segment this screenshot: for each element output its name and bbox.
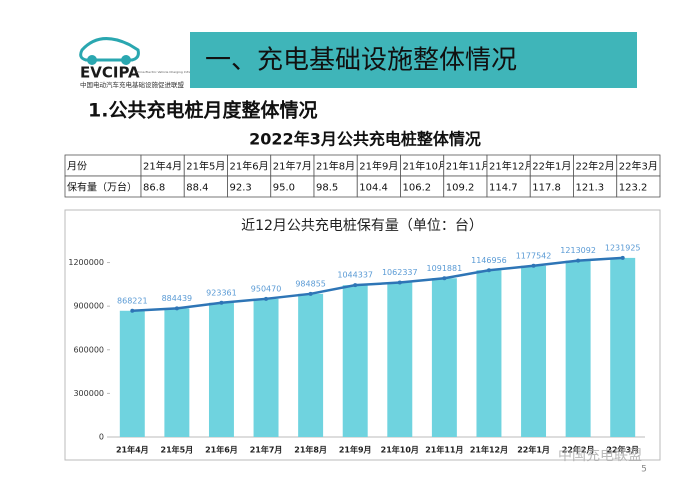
- chart: 0 300000 600000 900000 1200000 21年4月 21年5月 21年6…: [68, 243, 645, 455]
- data-label: 1177542: [516, 251, 552, 260]
- x-tick-label: 21年8月: [294, 445, 327, 455]
- data-label: 1213092: [560, 246, 596, 255]
- x-tick-label: 21年10月: [381, 445, 419, 455]
- logo-wheel: [87, 55, 97, 65]
- table-header-cell: 22年3月: [619, 160, 658, 173]
- data-label: 984855: [295, 279, 326, 288]
- data-label: 1231925: [605, 243, 641, 252]
- table-cell-text: 106.2: [403, 183, 432, 194]
- table-cell-text: 109.2: [446, 183, 475, 194]
- x-tick-label: 21年9月: [339, 445, 372, 455]
- table-cell-text: 104.4: [359, 183, 388, 194]
- line-point: [264, 296, 269, 301]
- table-cell-text: 95.0: [273, 183, 295, 194]
- logo-text: EVCIPA: [80, 64, 140, 82]
- section-title: 1.公共充电桩月度整体情况: [88, 99, 317, 122]
- x-tick-label: 22年3月: [606, 445, 639, 455]
- trend-line: [132, 256, 623, 313]
- table-header-cell: 月份: [67, 161, 87, 173]
- chart-title: 近12月公共充电桩保有量（单位：台）: [241, 217, 483, 234]
- table-cell-text: 123.2: [619, 183, 648, 194]
- logo-car: [79, 37, 140, 62]
- table-header-cell: 21年10月: [403, 160, 448, 173]
- y-tick-label: 600000: [73, 345, 104, 354]
- table-cell-text: 121.3: [576, 183, 605, 194]
- bar: [298, 293, 324, 437]
- x-tick-label: 21年11月: [425, 445, 463, 455]
- data-label: 868221: [117, 296, 148, 305]
- bar: [521, 265, 547, 437]
- table-cell-text: 86.8: [143, 183, 165, 194]
- x-tick-label: 21年12月: [470, 445, 508, 455]
- table-title: 2022年3月公共充电桩整体情况: [249, 130, 481, 149]
- bar: [565, 260, 591, 437]
- line-point: [397, 280, 402, 285]
- table-header-cell: 21年12月: [489, 160, 534, 173]
- data-label: 950470: [251, 284, 282, 293]
- table-header-cell: 21年5月: [186, 160, 225, 173]
- line-point: [442, 276, 447, 281]
- bar: [342, 285, 368, 437]
- x-tick-label: 21年4月: [116, 445, 149, 455]
- table-header-cell: 21年7月: [273, 160, 312, 173]
- table-header-cell: 22年1月: [532, 160, 571, 173]
- x-tick-label: 22年2月: [562, 445, 595, 455]
- table-cell: [616, 175, 661, 198]
- bar: [208, 302, 234, 437]
- line-point: [576, 258, 581, 263]
- bar: [164, 308, 190, 437]
- data-label: 923361: [206, 288, 237, 297]
- logo-wheel: [121, 55, 131, 65]
- table-cell-text: 117.8: [532, 183, 561, 194]
- table-header-cell: 22年2月: [576, 160, 615, 173]
- line-point: [130, 308, 135, 313]
- bar: [119, 310, 145, 437]
- table-cell-text: 保有量（万台）: [67, 181, 137, 194]
- logo: [79, 37, 140, 65]
- data-label: 1091881: [427, 264, 463, 273]
- title-banner: [190, 32, 637, 88]
- page-number: 5: [641, 465, 647, 475]
- bar: [253, 298, 279, 437]
- x-tick-label: 22年1月: [517, 445, 550, 455]
- y-tick-label: 0: [99, 433, 104, 442]
- table: 月份 21年4月 21年5月 21年6月 21年7月 21年8月 21年9月 21年10月21…: [64, 154, 661, 198]
- y-tick-label: 300000: [73, 389, 104, 398]
- bar: [387, 282, 413, 437]
- bar: [431, 278, 457, 437]
- data-label: 1044337: [337, 271, 373, 280]
- line-point: [531, 263, 536, 268]
- x-tick-label: 21年6月: [205, 445, 238, 455]
- data-label: 884439: [162, 294, 193, 303]
- bar: [476, 270, 502, 437]
- line-point: [308, 291, 313, 296]
- table-cell-text: 98.5: [316, 183, 338, 194]
- table-cell-text: 114.7: [489, 183, 518, 194]
- logo-subtitle: 中国电动汽车充电基础设施促进联盟: [80, 80, 185, 89]
- data-label: 1062337: [382, 268, 418, 277]
- y-tick-label: 1200000: [68, 258, 104, 267]
- logo-en: China Electric Vehicle Charging Infrastr…: [136, 70, 233, 74]
- line-point: [353, 283, 358, 288]
- data-label: 1146956: [471, 256, 507, 265]
- table-header-cell: 21年8月: [316, 160, 355, 173]
- line-point: [219, 300, 224, 305]
- line-point: [486, 268, 491, 273]
- table-cell-text: 88.4: [186, 183, 208, 194]
- table-header-cell: 21年11月: [446, 160, 491, 173]
- table-header-cell: 21年4月: [143, 160, 182, 173]
- line-point: [174, 306, 179, 311]
- slide-title: 一、充电基础设施整体情况: [205, 46, 517, 76]
- x-tick-label: 21年5月: [161, 445, 194, 455]
- line-point: [620, 255, 625, 260]
- y-tick-label: 900000: [73, 302, 104, 311]
- table-header-cell: 21年6月: [230, 160, 269, 173]
- bar: [610, 257, 636, 437]
- watermark: 中国充电联盟: [558, 448, 642, 464]
- x-tick-label: 21年7月: [250, 445, 283, 455]
- table-header-cell: 21年9月: [359, 160, 398, 173]
- table-cell-text: 92.3: [230, 183, 252, 194]
